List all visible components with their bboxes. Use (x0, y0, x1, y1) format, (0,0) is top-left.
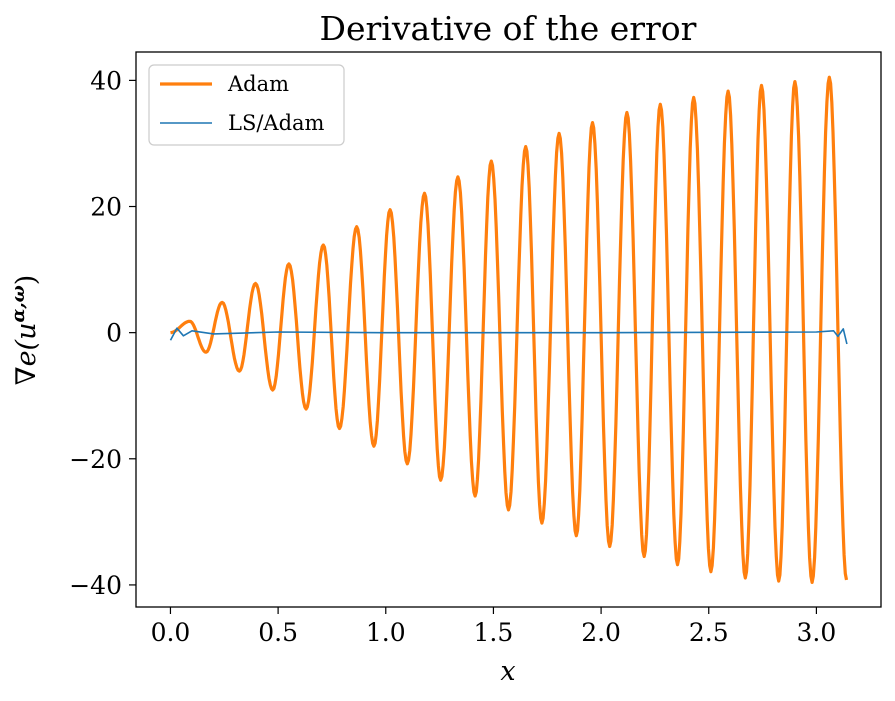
y-tick-label: 20 (90, 193, 122, 222)
x-tick-label: 1.0 (366, 618, 406, 647)
x-axis-label: x (500, 656, 515, 687)
y-axis-label-sup: α,ω (8, 285, 29, 322)
legend-label-ls-adam: LS/Adam (228, 111, 325, 135)
x-tick-label: 2.5 (689, 618, 729, 647)
y-axis-ticks: −40 −20 0 20 40 (69, 66, 136, 600)
y-axis-label-close: ) (11, 275, 42, 286)
plot-frame (135, 51, 882, 608)
series-line-ls-adam (169, 327, 848, 345)
x-tick-label: 0.5 (258, 618, 298, 647)
y-axis-label: ∇e(uα,ω) (8, 275, 42, 386)
y-axis-label-base: ∇e(u (11, 323, 42, 386)
x-axis-ticks: 0.0 0.5 1.0 1.5 2.0 2.5 3.0 (151, 607, 837, 647)
y-tick-label: 0 (106, 319, 122, 348)
x-tick-label: 3.0 (797, 618, 837, 647)
x-tick-label: 1.5 (474, 618, 514, 647)
y-tick-label: −20 (69, 445, 122, 474)
x-tick-label: 2.0 (581, 618, 621, 647)
legend: Adam LS/Adam (148, 64, 345, 146)
series-line-adam (170, 75, 849, 584)
lines-layer (169, 75, 849, 584)
chart-title: Derivative of the error (320, 9, 697, 48)
y-tick-label: −40 (69, 571, 122, 600)
legend-label-adam: Adam (227, 72, 289, 96)
y-tick-label: 40 (90, 66, 122, 95)
x-tick-label: 0.0 (151, 618, 191, 647)
